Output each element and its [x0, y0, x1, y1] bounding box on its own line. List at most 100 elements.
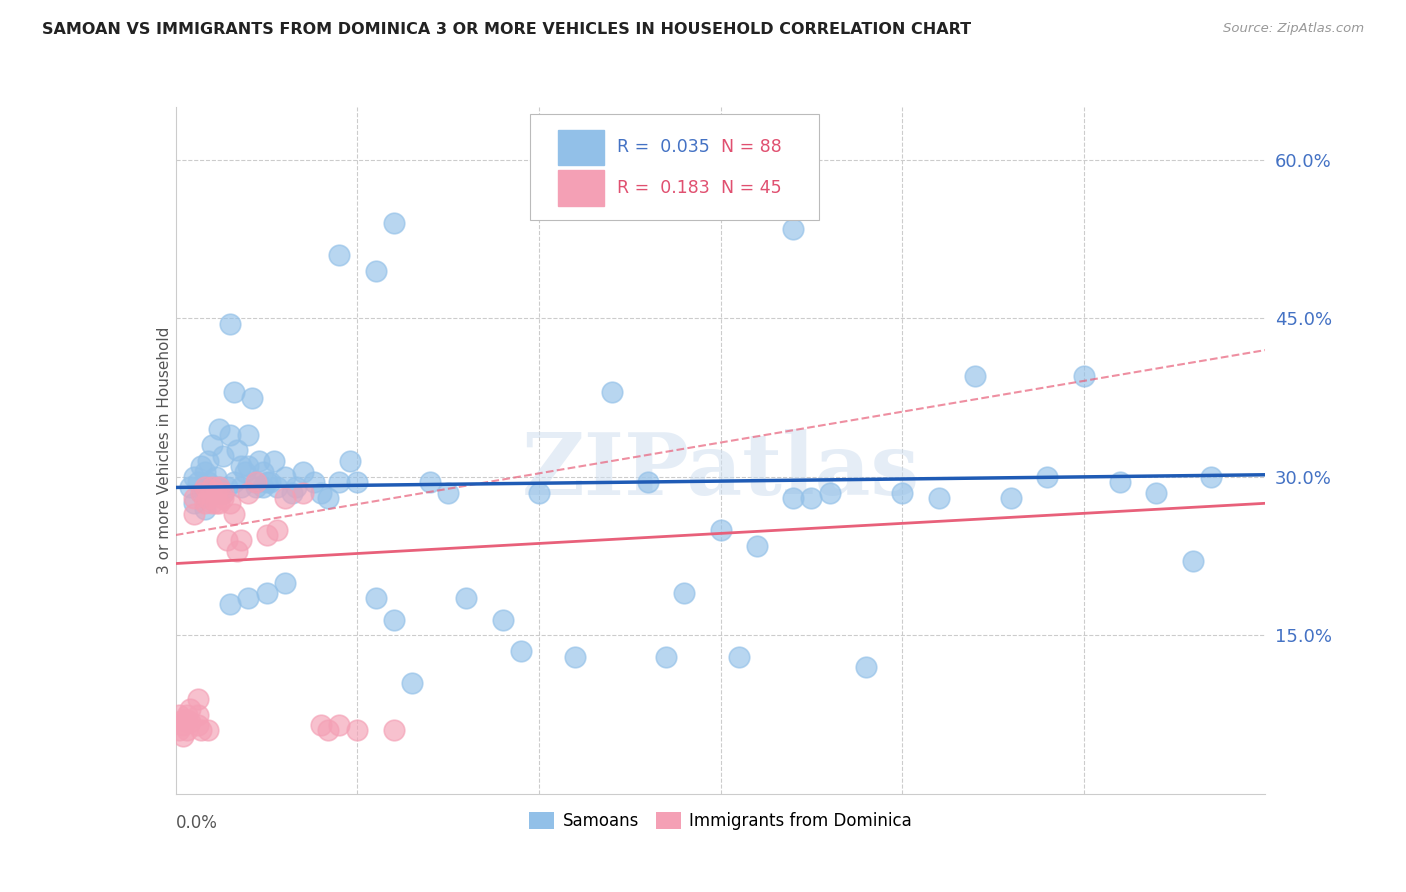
Point	[183, 496, 205, 510]
Point	[252, 465, 274, 479]
Point	[782, 491, 804, 505]
Point	[190, 723, 212, 738]
Point	[263, 454, 285, 468]
Point	[364, 591, 387, 606]
Point	[710, 523, 733, 537]
Point	[204, 485, 226, 500]
Point	[238, 485, 260, 500]
Point	[169, 707, 191, 722]
Text: 0.0%: 0.0%	[176, 814, 218, 832]
Point	[655, 649, 678, 664]
Point	[800, 491, 823, 505]
Point	[266, 523, 288, 537]
Point	[197, 454, 219, 468]
Point	[226, 544, 249, 558]
Point	[259, 475, 281, 490]
Point	[318, 723, 340, 738]
Point	[219, 496, 242, 510]
Point	[527, 485, 550, 500]
Point	[256, 475, 278, 490]
Point	[212, 485, 235, 500]
FancyBboxPatch shape	[530, 114, 818, 220]
Point	[318, 491, 340, 505]
Point	[208, 480, 231, 494]
Point	[215, 533, 238, 548]
Point	[240, 391, 263, 405]
Point	[219, 317, 242, 331]
Point	[219, 427, 242, 442]
Point	[179, 714, 201, 729]
Point	[382, 216, 405, 230]
Point	[274, 470, 297, 484]
Point	[346, 475, 368, 490]
Point	[1109, 475, 1132, 490]
Point	[238, 427, 260, 442]
Point	[208, 422, 231, 436]
Point	[291, 485, 314, 500]
Point	[194, 496, 217, 510]
Point	[183, 470, 205, 484]
Point	[201, 496, 224, 510]
Point	[179, 702, 201, 716]
Text: Source: ZipAtlas.com: Source: ZipAtlas.com	[1223, 22, 1364, 36]
Point	[600, 385, 623, 400]
Point	[382, 613, 405, 627]
Point	[291, 465, 314, 479]
Point	[186, 707, 209, 722]
Point	[419, 475, 441, 490]
Point	[245, 480, 267, 494]
Point	[256, 586, 278, 600]
Point	[1146, 485, 1168, 500]
Point	[186, 475, 209, 490]
Point	[172, 729, 194, 743]
Text: SAMOAN VS IMMIGRANTS FROM DOMINICA 3 OR MORE VEHICLES IN HOUSEHOLD CORRELATION C: SAMOAN VS IMMIGRANTS FROM DOMINICA 3 OR …	[42, 22, 972, 37]
Point	[219, 597, 242, 611]
Point	[222, 507, 245, 521]
Y-axis label: 3 or more Vehicles in Household: 3 or more Vehicles in Household	[157, 326, 172, 574]
Text: R =  0.183: R = 0.183	[617, 178, 710, 196]
Point	[266, 480, 288, 494]
Point	[172, 713, 194, 727]
Point	[222, 475, 245, 490]
Text: ZIPatlas: ZIPatlas	[522, 429, 920, 513]
Point	[238, 591, 260, 606]
Point	[1181, 554, 1204, 568]
Point	[201, 480, 224, 494]
Point	[204, 496, 226, 510]
Point	[183, 507, 205, 521]
Point	[328, 718, 350, 732]
Point	[201, 438, 224, 452]
Point	[194, 465, 217, 479]
Point	[252, 480, 274, 494]
Point	[176, 707, 198, 722]
Point	[201, 480, 224, 494]
Point	[212, 449, 235, 463]
Point	[208, 496, 231, 510]
Point	[274, 575, 297, 590]
Point	[382, 723, 405, 738]
Point	[309, 485, 332, 500]
Point	[963, 369, 986, 384]
Point	[456, 591, 478, 606]
Point	[492, 613, 515, 627]
Point	[212, 491, 235, 505]
Text: N = 45: N = 45	[721, 178, 782, 196]
Point	[204, 470, 226, 484]
Point	[176, 713, 198, 727]
Point	[222, 385, 245, 400]
Point	[233, 465, 256, 479]
Point	[1073, 369, 1095, 384]
Point	[226, 443, 249, 458]
Point	[204, 485, 226, 500]
Point	[928, 491, 950, 505]
Point	[1000, 491, 1022, 505]
FancyBboxPatch shape	[558, 129, 605, 165]
Point	[190, 459, 212, 474]
Point	[212, 485, 235, 500]
Point	[256, 528, 278, 542]
Point	[401, 676, 423, 690]
Point	[328, 475, 350, 490]
Point	[197, 723, 219, 738]
Point	[328, 248, 350, 262]
Point	[215, 480, 238, 494]
